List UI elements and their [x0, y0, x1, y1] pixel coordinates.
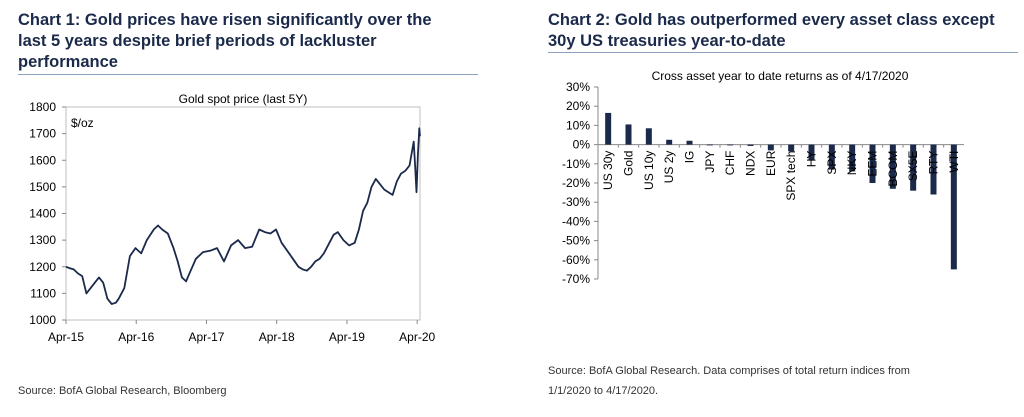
- chart1-y-tick-label: 1200: [29, 260, 56, 274]
- chart1-y-tick-label: 1700: [29, 127, 56, 141]
- chart2-bar: [788, 144, 795, 152]
- chart2-bar: [727, 144, 734, 146]
- chart2-category-label: BCOM: [886, 151, 900, 187]
- chart1-x-tick-label: Apr-15: [48, 330, 84, 344]
- chart2-category-label: NKY: [845, 151, 859, 176]
- chart2-category-label: CHF: [723, 151, 737, 176]
- chart2-plot-title: Cross asset year to date returns as of 4…: [651, 69, 909, 83]
- chart2-category-label: US 10y: [642, 151, 656, 190]
- chart2-y-tick-label: -10%: [562, 157, 590, 171]
- chart2-divider: [548, 52, 1018, 53]
- chart2-y-tick-label: -40%: [562, 214, 590, 228]
- chart2-bar: [869, 144, 876, 183]
- chart2-bar: [666, 139, 673, 145]
- chart2-bar: [706, 144, 713, 146]
- chart2-category-label: NDX: [744, 151, 758, 176]
- chart2-y-tick-label: 0%: [573, 138, 591, 152]
- chart2-category-label: SPX tech: [784, 151, 798, 201]
- chart2-category-label: HY: [805, 151, 819, 168]
- chart2-bar: [808, 144, 815, 160]
- chart2-category-label: Gold: [622, 151, 636, 176]
- chart2-y-tick-label: -50%: [562, 234, 590, 248]
- chart1-panel: Chart 1: Gold prices have risen signific…: [0, 0, 480, 417]
- chart2-bar: [605, 112, 612, 145]
- chart1-y-tick-label: 1400: [29, 207, 56, 221]
- chart2-y-tick-label: 30%: [566, 80, 590, 94]
- chart2-bar: [950, 144, 957, 270]
- chart2-category-label: US 30y: [601, 151, 615, 190]
- chart1-y-tick-label: 1100: [30, 286, 56, 300]
- chart1-x-tick-label: Apr-16: [118, 330, 154, 344]
- chart2-category-label: JPY: [703, 151, 717, 173]
- chart1-gold-price-line: [65, 127, 421, 305]
- chart1-y-tick-label: 1300: [29, 233, 56, 247]
- chart1-y-tick-label: 1600: [29, 153, 56, 167]
- chart1-y-tick-label: 1800: [29, 100, 56, 114]
- chart2-category-label: US 2y: [662, 151, 676, 184]
- chart2-category-label: WTI: [947, 151, 961, 173]
- chart2-bar: [889, 144, 896, 189]
- chart2-category-label: SPX: [825, 151, 839, 175]
- chart2-y-tick-label: -70%: [562, 272, 590, 286]
- chart1-y-tick-label: 1000: [29, 313, 56, 327]
- chart1-plot: 1000 1100 1200 1300 1400 1500 1600 1700 1800 $/oz…: [29, 100, 435, 344]
- chart2-bar: [747, 144, 754, 146]
- chart2-category-label: RTY: [927, 151, 941, 175]
- chart1-x-tick-label: Apr-19: [329, 330, 365, 344]
- chart1-heading: Chart 1: Gold prices have risen signific…: [18, 11, 432, 71]
- chart1-divider: [18, 74, 478, 75]
- chart2-bar: [828, 144, 835, 170]
- chart2-source-line2: 1/1/2020 to 4/17/2020.: [548, 385, 659, 397]
- chart2-bar: [849, 144, 856, 172]
- chart1-y-unit: $/oz: [71, 116, 94, 130]
- chart1-plot-title: Gold spot price (last 5Y): [178, 92, 308, 106]
- chart2-heading: Chart 2: Gold has outperformed every ass…: [548, 11, 995, 50]
- chart2-y-tick-label: -20%: [562, 176, 590, 190]
- chart2-source-line1: Source: BofA Global Research. Data compr…: [548, 365, 910, 377]
- chart2-y-tick-label: -60%: [562, 253, 590, 267]
- chart2-panel: Chart 2: Gold has outperformed every ass…: [540, 0, 1024, 417]
- chart2-category-label: IG: [683, 151, 697, 164]
- chart2-bar: [910, 144, 917, 191]
- chart2-category-label: SX5E: [906, 151, 920, 182]
- chart2-category-label: EEM: [866, 151, 880, 177]
- chart2-bar: [930, 144, 937, 195]
- chart1-x-tick-label: Apr-18: [259, 330, 295, 344]
- chart2-category-label: EUR: [764, 150, 778, 176]
- chart2-y-tick-label: 20%: [566, 99, 590, 113]
- chart2-y-tick-label: 10%: [566, 118, 590, 132]
- chart1-x-tick-label: Apr-20: [399, 330, 435, 344]
- chart1-x-tick-label: Apr-17: [188, 330, 224, 344]
- chart2-bar: [625, 124, 632, 145]
- chart2-bar: [686, 140, 693, 145]
- chart1-source: Source: BofA Global Research, Bloomberg: [18, 385, 227, 397]
- chart2-y-tick-label: -30%: [562, 195, 590, 209]
- chart2-bar: [767, 144, 774, 151]
- chart1-y-tick-label: 1500: [29, 180, 56, 194]
- chart1-plot-frame: [65, 106, 421, 321]
- chart2-bar: [645, 128, 652, 145]
- chart2-plot: 30% 20% 10% 0% -10% -20% -30% -40% -50% -60% -70% U…: [562, 80, 964, 286]
